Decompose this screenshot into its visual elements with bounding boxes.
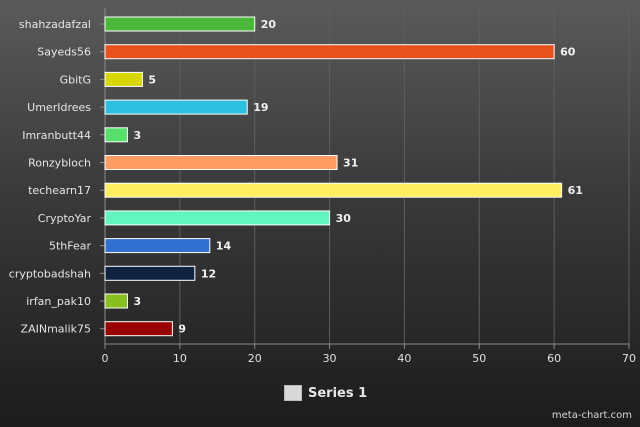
bar bbox=[104, 182, 563, 198]
legend-swatch bbox=[284, 385, 302, 401]
bar bbox=[104, 71, 143, 87]
category-label: ZAINmalik75 bbox=[21, 323, 91, 336]
x-tick-label: 50 bbox=[472, 352, 486, 365]
bar bbox=[104, 265, 196, 281]
bar bbox=[104, 155, 338, 170]
x-tick-label: 30 bbox=[323, 352, 337, 365]
category-label: shahzadafzal bbox=[19, 18, 91, 31]
bar bbox=[104, 210, 331, 226]
x-tick-label: 10 bbox=[173, 352, 187, 365]
data-label: 3 bbox=[133, 295, 141, 308]
data-label: 12 bbox=[201, 267, 216, 280]
data-label: 9 bbox=[178, 323, 186, 336]
data-label: 60 bbox=[560, 46, 576, 59]
x-tick-label: 60 bbox=[547, 352, 561, 365]
data-label: 14 bbox=[216, 240, 232, 253]
bar bbox=[104, 99, 248, 115]
data-label: 19 bbox=[253, 101, 268, 114]
category-label: Imranbutt44 bbox=[22, 129, 91, 142]
category-label: CryptoYar bbox=[38, 212, 92, 225]
x-tick-label: 20 bbox=[248, 352, 262, 365]
bar bbox=[104, 44, 555, 60]
category-label: Ronzybloch bbox=[28, 157, 91, 170]
data-label: 61 bbox=[568, 184, 583, 197]
category-label: irfan_pak10 bbox=[26, 295, 91, 308]
category-label: cryptobadshah bbox=[9, 267, 91, 280]
data-label: 20 bbox=[261, 18, 277, 31]
category-label: Sayeds56 bbox=[37, 46, 91, 59]
category-label: GbitG bbox=[60, 73, 91, 86]
x-tick-label: 40 bbox=[397, 352, 411, 365]
data-label: 30 bbox=[336, 212, 352, 225]
bar bbox=[104, 127, 128, 143]
legend: Series 1 bbox=[284, 385, 367, 401]
data-label: 31 bbox=[343, 157, 358, 170]
credit-text: meta-chart.com bbox=[551, 410, 632, 421]
x-tick-label: 0 bbox=[102, 352, 109, 365]
bar bbox=[104, 293, 128, 309]
legend-label: Series 1 bbox=[308, 385, 368, 401]
bar bbox=[104, 321, 173, 337]
x-tick-label: 70 bbox=[622, 352, 636, 365]
category-label: techearn17 bbox=[28, 184, 91, 197]
data-label: 3 bbox=[133, 129, 141, 142]
data-label: 5 bbox=[148, 73, 156, 86]
category-label: 5thFear bbox=[49, 240, 92, 253]
bar bbox=[104, 238, 211, 254]
category-label: UmerIdrees bbox=[27, 101, 91, 114]
bar bbox=[104, 16, 256, 32]
